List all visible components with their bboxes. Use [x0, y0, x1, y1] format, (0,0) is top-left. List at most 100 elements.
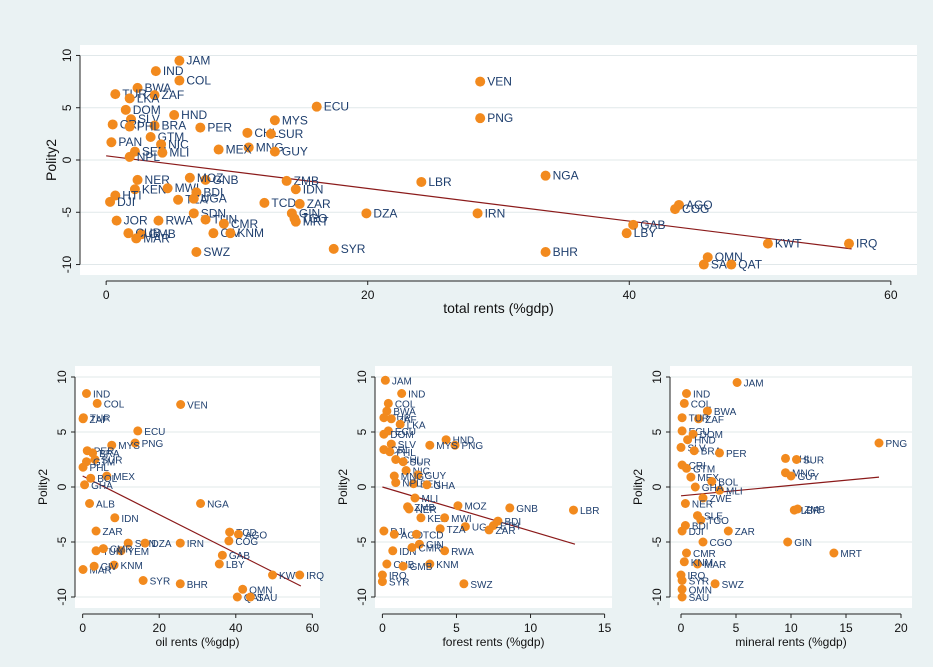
- y-tick-label: 0: [60, 156, 74, 163]
- point-label: DJI: [117, 195, 135, 209]
- point-label: MOZ: [464, 502, 486, 513]
- point-label: NGA: [553, 169, 579, 183]
- data-point: [414, 539, 424, 549]
- point-label: BRA: [701, 447, 722, 458]
- data-point: [129, 184, 140, 195]
- point-label: VEN: [187, 401, 208, 412]
- data-point: [385, 447, 395, 457]
- data-point: [245, 592, 255, 602]
- data-point: [450, 440, 460, 450]
- data-point: [132, 174, 143, 185]
- data-point: [843, 238, 854, 249]
- data-point: [696, 515, 706, 525]
- data-point: [382, 559, 392, 569]
- point-label: GNB: [213, 173, 239, 187]
- data-point: [783, 537, 793, 547]
- point-label: ZMB: [294, 174, 319, 188]
- data-point: [90, 455, 100, 464]
- data-point: [123, 228, 134, 239]
- point-label: KWT: [775, 237, 802, 251]
- y-tick-label: 10: [650, 370, 664, 384]
- x-tick-label: 20: [361, 288, 375, 302]
- point-label: NIC: [168, 137, 189, 151]
- data-point: [184, 172, 195, 183]
- data-point: [398, 457, 408, 467]
- x-tick-label: 60: [884, 288, 898, 302]
- point-label: JAM: [392, 376, 412, 387]
- point-label: MNG: [792, 469, 816, 480]
- x-tick-label: 15: [598, 621, 612, 635]
- point-label: IDN: [399, 547, 416, 558]
- point-label: BOL: [97, 474, 117, 485]
- y-tick-label: 10: [60, 48, 74, 62]
- data-point: [441, 435, 451, 445]
- point-label: ZAF: [398, 415, 417, 426]
- data-point: [677, 413, 687, 423]
- data-point: [388, 546, 398, 556]
- point-label: MRT: [840, 549, 861, 560]
- data-point: [195, 122, 206, 133]
- point-label: MAR: [704, 560, 726, 571]
- point-label: ZAF: [90, 415, 109, 426]
- point-label: NPL: [137, 150, 161, 164]
- point-label: MYS: [282, 113, 308, 127]
- y-axis-title: Polity2: [43, 139, 59, 181]
- point-label: KNM: [691, 558, 713, 569]
- data-point: [213, 144, 224, 155]
- data-point: [540, 170, 551, 181]
- point-label: SWZ: [203, 245, 230, 259]
- x-axis-title: total rents (%gdp): [443, 300, 554, 316]
- data-point: [679, 557, 689, 567]
- point-label: ECU: [395, 427, 416, 438]
- data-point: [786, 471, 796, 481]
- y-axis-title: Polity2: [336, 469, 350, 505]
- data-point: [682, 548, 691, 558]
- point-label: MNG: [401, 472, 425, 483]
- data-point: [268, 570, 278, 580]
- y-tick-label: -5: [355, 536, 369, 547]
- point-label: GUY: [424, 471, 446, 482]
- point-label: MWI: [451, 514, 472, 525]
- data-point: [265, 128, 276, 139]
- point-label: PER: [94, 447, 115, 458]
- data-point: [568, 505, 578, 515]
- point-label: ZWE: [710, 494, 733, 505]
- data-point: [217, 550, 227, 560]
- data-point: [413, 470, 423, 480]
- data-point: [269, 115, 280, 126]
- point-label: QAT: [738, 258, 762, 272]
- point-label: BWA: [145, 81, 172, 95]
- point-label: NER: [416, 505, 437, 516]
- data-point: [683, 435, 693, 445]
- point-label: SWZ: [470, 580, 492, 591]
- point-label: JAM: [744, 379, 764, 390]
- data-point: [294, 198, 305, 209]
- data-point: [686, 472, 696, 482]
- data-point: [435, 524, 445, 534]
- point-label: NGA: [207, 500, 229, 511]
- data-point: [123, 538, 133, 548]
- data-point: [281, 175, 292, 186]
- point-label: BDI: [692, 522, 709, 533]
- point-label: GMB: [410, 562, 433, 573]
- data-point: [174, 75, 185, 86]
- data-point: [475, 76, 486, 87]
- point-label: SYR: [689, 577, 710, 588]
- data-point: [425, 559, 435, 569]
- data-point: [540, 247, 551, 257]
- data-point: [682, 389, 691, 398]
- point-label: DOM: [390, 430, 413, 441]
- point-label: COL: [691, 399, 712, 410]
- data-point: [175, 538, 185, 548]
- point-label: MLI: [169, 146, 189, 160]
- point-label: MAR: [90, 566, 112, 577]
- point-label: TCD: [423, 530, 444, 541]
- point-label: GTM: [93, 458, 115, 469]
- data-point: [698, 493, 708, 503]
- point-label: OMN: [249, 585, 272, 596]
- point-label: PNG: [487, 111, 513, 125]
- point-label: TGO: [301, 212, 327, 226]
- point-label: LKA: [407, 420, 426, 431]
- data-point: [110, 89, 121, 100]
- point-label: HND: [181, 108, 207, 122]
